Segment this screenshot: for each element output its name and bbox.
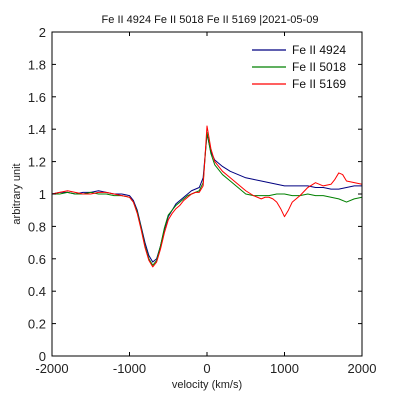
y-tick-label: 0.6 [28, 252, 46, 267]
axis-ticks: -2000 -1000 0 1000 2000 0 0.2 0.4 0.6 0.8 1 1.2 1.4 1… [28, 25, 377, 376]
legend-label-fe-ii-4924: Fe II 4924 [292, 43, 346, 57]
y-tick-label: 1.6 [28, 90, 46, 105]
y-tick-label: 0.4 [28, 284, 46, 299]
legend-label-fe-ii-5169: Fe II 5169 [292, 77, 346, 91]
y-tick-label: 1.4 [28, 122, 46, 137]
legend-label-fe-ii-5018: Fe II 5018 [292, 60, 346, 74]
series-line-fe-ii-5169 [51, 125, 363, 268]
series-line-fe-ii-5018 [52, 131, 363, 266]
y-tick-label: 1 [39, 187, 46, 202]
y-tick-label: 0.8 [28, 219, 46, 234]
y-axis-title: arbitrary unit [11, 163, 23, 224]
y-tick-label: 1.2 [28, 155, 46, 170]
y-tick-label: 1.8 [28, 57, 46, 72]
x-axis-title: velocity (km/s) [172, 379, 242, 391]
series-line-fe-ii-4924 [51, 133, 362, 263]
x-tick-label: -2000 [35, 361, 68, 376]
series-layer [51, 125, 363, 268]
x-tick-label: 2000 [348, 361, 377, 376]
y-tick-label: 2 [39, 25, 46, 40]
chart-title: Fe II 4924 Fe II 5018 Fe II 5169 |2021-0… [102, 14, 319, 26]
x-tick-label: 0 [203, 361, 210, 376]
x-tick-label: 1000 [270, 361, 299, 376]
x-tick-label: -1000 [113, 361, 146, 376]
legend: Fe II 4924 Fe II 5018 Fe II 5169 [252, 43, 346, 91]
y-tick-label: 0 [39, 349, 46, 364]
y-tick-label: 0.2 [28, 317, 46, 332]
